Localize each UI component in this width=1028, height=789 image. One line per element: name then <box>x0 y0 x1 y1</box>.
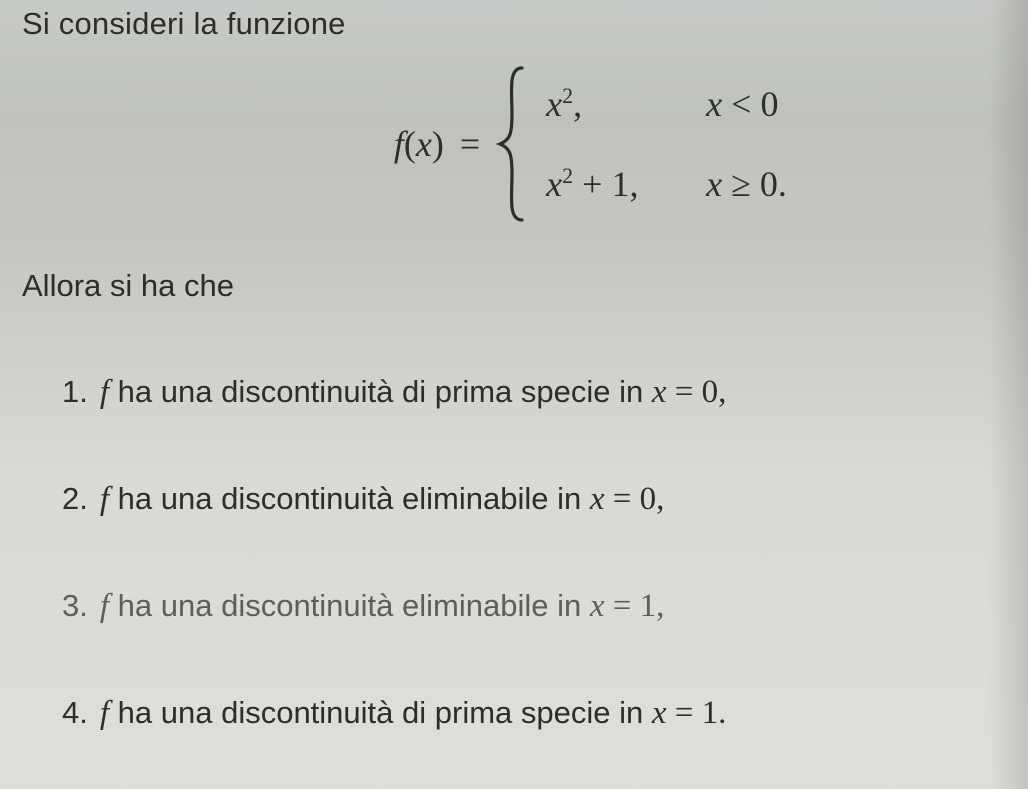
case-row: x2, x < 0 <box>546 83 856 125</box>
answer-eq: = <box>605 588 640 624</box>
answer-number: 3. <box>62 588 88 624</box>
answer-phrase: ha una discontinuità eliminabile in <box>109 481 590 516</box>
piecewise-brace-block: x2, x < 0 x2 + 1, x ≥ 0. <box>494 64 856 224</box>
answer-eq: = <box>605 481 640 517</box>
cond-rhs: 0 <box>760 84 778 124</box>
answer-number: 2. <box>62 481 88 517</box>
case-condition: x ≥ 0. <box>706 163 856 205</box>
case-tail: + 1, <box>573 164 638 204</box>
case-tail: , <box>573 84 582 124</box>
answer-var: x <box>652 374 667 410</box>
answer-option[interactable]: 1. f ha una discontinuità di prima speci… <box>62 374 1028 411</box>
answer-list: 1. f ha una discontinuità di prima speci… <box>22 374 1028 732</box>
case-expression: x2, <box>546 83 706 125</box>
case-var: x <box>546 84 562 124</box>
answer-var: x <box>590 588 605 624</box>
answer-text: f ha una discontinuità eliminabile in x … <box>100 481 665 518</box>
answer-option[interactable]: 2. f ha una discontinuità eliminabile in… <box>62 481 1028 518</box>
cond-op: < <box>731 84 751 124</box>
case-exponent: 2 <box>562 163 573 188</box>
case-expression: x2 + 1, <box>546 163 706 205</box>
answer-val: 0, <box>702 374 727 410</box>
answer-var: x <box>590 481 605 517</box>
cond-rhs: 0. <box>760 164 787 204</box>
answer-number: 1. <box>62 374 88 410</box>
answer-val: 1, <box>640 588 665 624</box>
answer-fn: f <box>100 374 109 410</box>
answer-val: 1. <box>702 695 727 731</box>
cond-var: x <box>706 164 722 204</box>
function-arg: x <box>416 124 432 164</box>
answer-option[interactable]: 3. f ha una discontinuità eliminabile in… <box>62 588 1028 625</box>
answer-text: f ha una discontinuità di prima specie i… <box>100 374 727 411</box>
case-exponent: 2 <box>562 83 573 108</box>
answer-text: f ha una discontinuità di prima specie i… <box>100 695 727 732</box>
answer-eq: = <box>667 695 702 731</box>
answer-val: 0, <box>640 481 665 517</box>
answer-phrase: ha una discontinuità eliminabile in <box>109 588 590 623</box>
answer-eq: = <box>667 374 702 410</box>
answer-phrase: ha una discontinuità di prima specie in <box>109 374 652 409</box>
prompt-text: Allora si ha che <box>22 268 1028 304</box>
function-lhs: f(x) <box>394 123 444 165</box>
case-condition: x < 0 <box>706 83 856 125</box>
answer-text: f ha una discontinuità eliminabile in x … <box>100 588 665 625</box>
left-brace-icon <box>494 64 528 224</box>
answer-var: x <box>652 695 667 731</box>
answer-fn: f <box>100 695 109 731</box>
intro-text: Si consideri la funzione <box>22 6 1028 42</box>
answer-option[interactable]: 4. f ha una discontinuità di prima speci… <box>62 695 1028 732</box>
function-name: f <box>394 124 404 164</box>
cond-var: x <box>706 84 722 124</box>
answer-fn: f <box>100 588 109 624</box>
cond-op: ≥ <box>731 164 751 204</box>
equals-sign: = <box>460 123 480 165</box>
answer-number: 4. <box>62 695 88 731</box>
case-row: x2 + 1, x ≥ 0. <box>546 163 856 205</box>
answer-phrase: ha una discontinuità di prima specie in <box>109 695 652 730</box>
case-var: x <box>546 164 562 204</box>
piecewise-cases: x2, x < 0 x2 + 1, x ≥ 0. <box>528 64 856 224</box>
function-definition: f(x) = x2, x < 0 x2 + 1, <box>22 54 1028 234</box>
question-page: Si consideri la funzione f(x) = x2, x < … <box>0 0 1028 732</box>
answer-fn: f <box>100 481 109 517</box>
